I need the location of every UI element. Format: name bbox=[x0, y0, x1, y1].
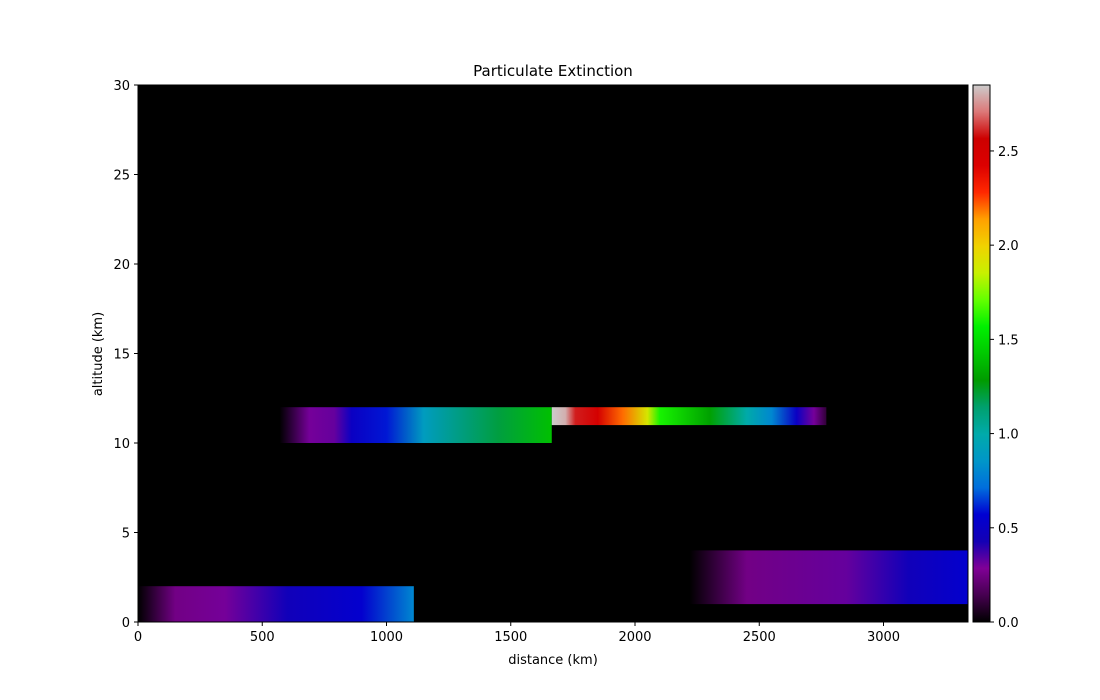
x-tick-label: 1500 bbox=[494, 630, 527, 645]
x-axis-label: distance (km) bbox=[508, 653, 598, 668]
y-tick-label: 10 bbox=[113, 437, 130, 452]
x-axis: 0 500 1000 1500 2000 2500 3000 bbox=[134, 622, 900, 645]
x-tick-label: 1000 bbox=[370, 630, 403, 645]
y-tick-label: 20 bbox=[113, 258, 130, 273]
x-tick-label: 3000 bbox=[867, 630, 900, 645]
colorbar: 0.0 0.5 1.0 1.5 2.0 2.5 bbox=[972, 84, 1019, 631]
y-tick-label: 30 bbox=[113, 79, 130, 94]
colorbar-tick-label: 0.0 bbox=[998, 616, 1019, 631]
chart-title: Particulate Extinction bbox=[473, 62, 633, 80]
colorbar-tick-label: 1.5 bbox=[998, 333, 1019, 348]
colorbar-tick-label: 2.0 bbox=[998, 239, 1019, 254]
plot-area bbox=[137, 84, 969, 623]
aerosol-layer-1 bbox=[279, 407, 552, 443]
x-tick-label: 2000 bbox=[618, 630, 651, 645]
x-tick-label: 0 bbox=[134, 630, 142, 645]
x-tick-label: 2500 bbox=[743, 630, 776, 645]
colorbar-tick-label: 0.5 bbox=[998, 522, 1019, 537]
aerosol-layer-2 bbox=[551, 407, 827, 426]
aerosol-layer-3 bbox=[138, 586, 414, 622]
colorbar-tick-label: 2.5 bbox=[998, 145, 1019, 160]
y-tick-label: 25 bbox=[113, 169, 130, 184]
y-tick-label: 15 bbox=[113, 348, 130, 363]
x-tick-label: 500 bbox=[250, 630, 275, 645]
heatmap-background bbox=[138, 85, 968, 622]
y-axis-label: altitude (km) bbox=[91, 312, 106, 396]
colorbar-scale bbox=[972, 84, 991, 623]
colorbar-tick-label: 1.0 bbox=[998, 428, 1019, 443]
y-tick-label: 5 bbox=[122, 527, 130, 542]
y-tick-label: 0 bbox=[122, 616, 130, 631]
y-axis: 0 5 10 15 20 25 30 bbox=[113, 79, 138, 631]
aerosol-layer-4 bbox=[689, 550, 968, 605]
